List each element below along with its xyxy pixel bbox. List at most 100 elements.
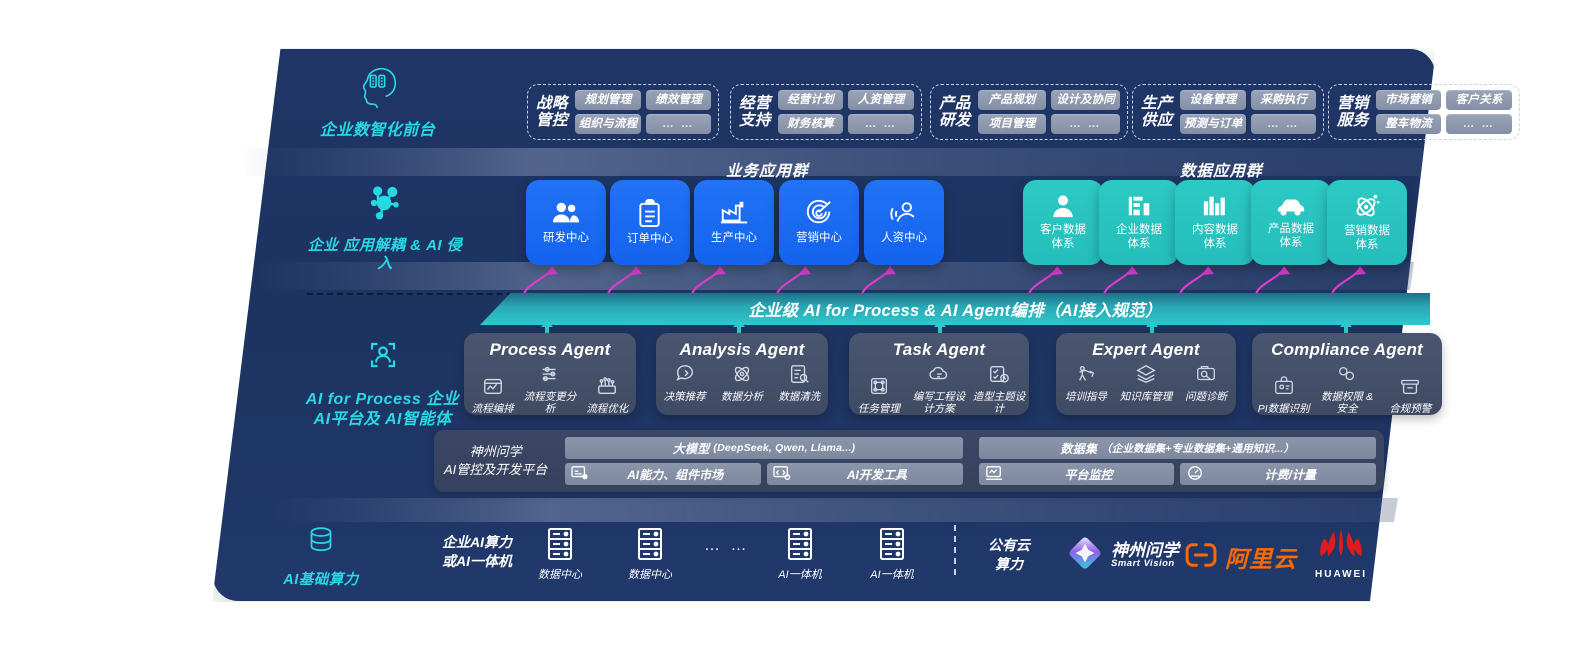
domain-chip[interactable]: 采购执行 (1251, 90, 1316, 110)
data-group-title: 数据应用群 (1180, 163, 1263, 180)
domain-chip[interactable]: 产品规划 (977, 90, 1047, 110)
agent-capability[interactable]: 数据分析 (713, 363, 770, 404)
diagnose-icon (1195, 363, 1217, 390)
orchestration-band-label: 企业级 AI for Process & AI Agent编排（AI接入规范） (748, 302, 1162, 320)
platform-dataset-headline[interactable]: 数据集 （企业数据集+专业数据集+通用知识...） (978, 437, 1377, 459)
domain-chip[interactable]: 预测与订单 (1179, 114, 1247, 134)
domain-group-4[interactable]: 营销 服务 市场营销 客户关系 整车物流 … … (1328, 84, 1520, 140)
vendor-smart-vision[interactable]: 神州问学 Smart Vision (1066, 534, 1179, 577)
app-tile-marketing-center[interactable]: 营销中心 (779, 180, 859, 265)
domain-chip-more[interactable]: … … (848, 114, 914, 134)
platform-cell-dev-tool[interactable]: AI开发工具 (766, 463, 963, 485)
agent-capability[interactable]: 问题诊断 (1176, 363, 1236, 404)
domain-group-title: 营销 服务 (1337, 94, 1369, 129)
agent-capability[interactable]: 决策推荐 (656, 363, 713, 404)
vendor-huawei[interactable]: HUAWEI (1313, 525, 1369, 580)
agent-capability[interactable]: 流程变更分析 (521, 363, 578, 416)
infra-node-dc-2[interactable]: 数据中心 (615, 527, 685, 582)
agent-capability[interactable]: 流程优化 (579, 375, 636, 416)
app-tile-customer-data[interactable]: 客户数据 体系 (1023, 180, 1103, 265)
agent-card-expert[interactable]: Expert Agent 培训指导 知识库管理 问题诊断 (1056, 333, 1236, 415)
app-tile-enterprise-data[interactable]: 企业数据 体系 (1099, 180, 1179, 265)
pi-badge-icon (1273, 375, 1295, 402)
platform-right-cells: 平台监控 计费/计量 (978, 463, 1377, 485)
app-tile-rd-center[interactable]: 研发中心 (526, 180, 606, 265)
server-rack-icon (635, 528, 665, 565)
cloud-write-icon (928, 363, 950, 390)
vendor-alibaba-cloud[interactable]: 阿里云 (1184, 540, 1297, 574)
app-tile-order-center[interactable]: 订单中心 (610, 180, 690, 265)
infra-node-dc-1[interactable]: 数据中心 (525, 527, 595, 582)
app-tile-hr-center[interactable]: 人资中心 (864, 180, 944, 265)
rail-item-frontend: 企业数智化前台 (300, 62, 455, 141)
agent-card-compliance[interactable]: Compliance Agent PI数据识别 数据权限 & 安全 合规预警 (1252, 333, 1442, 415)
ellipsis-icon: … … (704, 537, 750, 554)
infra-node-ai-1[interactable]: AI一体机 (765, 527, 835, 582)
platform-llm-headline[interactable]: 大模型 (DeepSeek, Qwen, Llama...) (565, 437, 963, 459)
ai-platform-bar: 神州问学 AI管控及开发平台 大模型 (DeepSeek, Qwen, Llam… (434, 430, 1384, 492)
agent-name: Task Agent (892, 340, 986, 359)
app-tile-content-data[interactable]: 内容数据 体系 (1175, 180, 1255, 265)
agent-card-analysis[interactable]: Analysis Agent 决策推荐 数据分析 数据清洗 (656, 333, 828, 415)
domain-chip-more[interactable]: … … (646, 114, 711, 134)
agent-card-process[interactable]: Process Agent 流程编排 流程变更分析 流程优化 (464, 333, 636, 415)
agent-card-task[interactable]: Task Agent 任务管理 编写工程设计方案 造型主题设计 (849, 333, 1029, 415)
domain-chip[interactable]: 项目管理 (977, 114, 1047, 134)
domain-chip[interactable]: 规划管理 (574, 90, 642, 110)
domain-group-3[interactable]: 生产 供应 设备管理 采购执行 预测与订单 … … (1132, 84, 1324, 140)
agent-capability[interactable]: 编写工程设计方案 (909, 363, 969, 416)
app-tile-marketing-data[interactable]: 营销数据 体系 (1327, 180, 1407, 265)
agent-capability[interactable]: 造型主题设计 (969, 363, 1029, 416)
agent-capability-label: 决策推荐 (663, 391, 706, 403)
platform-cell-label: 计费/计量 (1264, 467, 1316, 482)
rail-label-ai-process: AI for Process 企业AI平台及 AI智能体 (305, 391, 460, 428)
platform-right-column: 数据集 （企业数据集+专业数据集+通用知识...） 平台监控 计费/计量 (971, 431, 1384, 491)
infra-node-label: AI一体机 (778, 569, 822, 581)
domain-chip[interactable]: 整车物流 (1375, 114, 1442, 134)
domain-chip-more[interactable]: … … (1051, 114, 1120, 134)
domain-chip[interactable]: 组织与流程 (574, 114, 642, 134)
platform-cell-component-market[interactable]: AI能力、组件市场 (565, 463, 761, 485)
gear-optimize-icon (596, 375, 618, 402)
content-bars-icon (1202, 193, 1228, 219)
agent-capability[interactable]: 流程编排 (464, 375, 521, 416)
infra-node-ai-2[interactable]: AI一体机 (857, 527, 927, 582)
domain-chip[interactable]: 客户关系 (1446, 90, 1512, 110)
domain-chip[interactable]: 设计及协同 (1051, 90, 1120, 110)
agent-capability[interactable]: 培训指导 (1056, 363, 1116, 404)
permission-shield-icon (1336, 363, 1358, 390)
app-tile-label: 营销数据 体系 (1344, 225, 1390, 251)
domain-chip-more[interactable]: … … (1251, 114, 1316, 134)
agent-capability[interactable]: 知识库管理 (1116, 363, 1176, 404)
app-tile-product-data[interactable]: 产品数据 体系 (1251, 180, 1331, 265)
car-product-icon (1276, 194, 1306, 218)
rail-label-compute: AI基础算力 (283, 572, 359, 588)
domain-chip-grid: 产品规划 设计及协同 项目管理 … … (977, 90, 1120, 134)
domain-group-title: 产品 研发 (939, 94, 971, 129)
domain-chip[interactable]: 设备管理 (1179, 90, 1247, 110)
agent-capability[interactable]: 合规预警 (1379, 375, 1442, 416)
agent-capability[interactable]: 数据清洗 (771, 363, 828, 404)
domain-chip[interactable]: 经营计划 (777, 90, 844, 110)
domain-group-0[interactable]: 战略 管控 规划管理 绩效管理 组织与流程 … … (527, 84, 719, 140)
platform-cell-monitoring[interactable]: 平台监控 (978, 463, 1175, 485)
agent-capability-row: 流程编排 流程变更分析 流程优化 (464, 363, 636, 416)
domain-chip[interactable]: 市场营销 (1375, 90, 1442, 110)
platform-cell-billing[interactable]: 计费/计量 (1180, 463, 1377, 485)
domain-chip[interactable]: 人资管理 (848, 90, 914, 110)
app-tile-production-center[interactable]: 生产中心 (694, 180, 774, 265)
agent-capability[interactable]: PI数据识别 (1252, 375, 1315, 416)
domain-chip-more[interactable]: … … (1446, 114, 1512, 134)
data-clean-icon (788, 363, 810, 390)
domain-chip[interactable]: 绩效管理 (646, 90, 711, 110)
agent-capability[interactable]: 任务管理 (849, 375, 909, 416)
app-tile-label: 客户数据 体系 (1040, 224, 1086, 250)
app-tile-label: 订单中心 (627, 232, 673, 245)
rail-label-frontend: 企业数智化前台 (319, 122, 436, 139)
domain-chip-grid: 经营计划 人资管理 财务核算 … … (777, 90, 914, 134)
domain-group-2[interactable]: 产品 研发 产品规划 设计及协同 项目管理 … … (930, 84, 1128, 140)
agent-capability[interactable]: 数据权限 & 安全 (1315, 363, 1378, 416)
domain-chip[interactable]: 财务核算 (777, 114, 844, 134)
domain-group-1[interactable]: 经营 支持 经营计划 人资管理 财务核算 … … (730, 84, 922, 140)
